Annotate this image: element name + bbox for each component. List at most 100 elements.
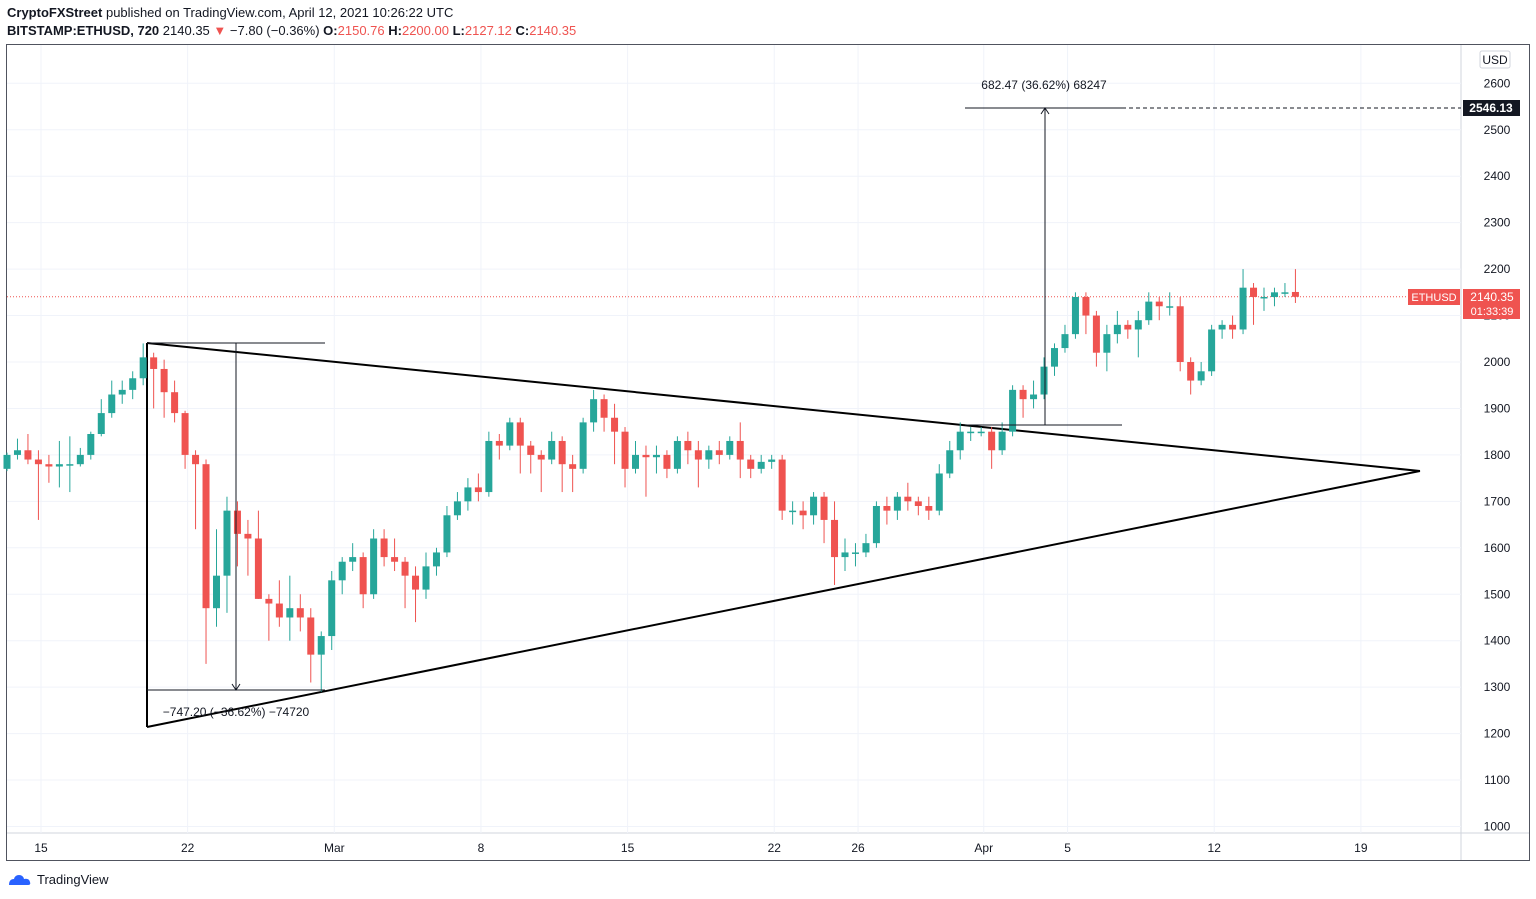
symbol-label[interactable]: BITSTAMP:ETHUSD, 720 bbox=[7, 23, 160, 38]
candle bbox=[474, 473, 482, 502]
candle bbox=[1166, 292, 1174, 316]
candle bbox=[1281, 283, 1289, 297]
candle-body bbox=[967, 431, 975, 434]
candle bbox=[432, 547, 440, 576]
candle-body bbox=[317, 636, 325, 655]
candle bbox=[548, 431, 556, 465]
candle bbox=[233, 501, 241, 567]
candle bbox=[160, 359, 168, 418]
chart-frame[interactable] bbox=[6, 44, 1530, 861]
candle bbox=[1260, 287, 1268, 311]
candle bbox=[181, 410, 189, 469]
candle bbox=[1208, 324, 1216, 376]
candle bbox=[1250, 283, 1258, 325]
candle bbox=[652, 445, 660, 474]
candle-body bbox=[432, 552, 440, 567]
candle bbox=[3, 452, 11, 472]
candle bbox=[76, 447, 84, 467]
candle-body bbox=[956, 431, 964, 451]
candle-body bbox=[349, 557, 357, 562]
price-tick-label: 1100 bbox=[1484, 773, 1510, 787]
time-tick-label: 15 bbox=[621, 841, 635, 855]
candle bbox=[673, 436, 681, 474]
candle bbox=[1134, 310, 1142, 358]
candle bbox=[726, 436, 734, 460]
low-value: 2127.12 bbox=[464, 23, 512, 38]
candle-body bbox=[171, 392, 179, 414]
price-tick-label: 2400 bbox=[1484, 169, 1511, 183]
candle bbox=[55, 440, 63, 488]
candle bbox=[307, 608, 315, 683]
candle-body bbox=[1208, 329, 1216, 372]
candle bbox=[1218, 320, 1226, 339]
candle-body bbox=[13, 450, 21, 455]
candle bbox=[1051, 343, 1058, 376]
candle bbox=[506, 417, 514, 451]
close-label: C: bbox=[515, 23, 530, 38]
candle-body bbox=[684, 440, 692, 451]
candle-body bbox=[1218, 324, 1226, 330]
candle bbox=[443, 505, 451, 558]
candle bbox=[935, 464, 943, 516]
symbol-badge: ETHUSD bbox=[1408, 289, 1460, 305]
candle-body bbox=[76, 454, 84, 465]
candle-body bbox=[139, 357, 147, 379]
candles bbox=[3, 269, 1299, 692]
candle-body bbox=[1009, 389, 1017, 432]
candle-body bbox=[45, 464, 53, 467]
brand-label[interactable]: TradingView bbox=[37, 872, 109, 887]
price-tick-label: 1200 bbox=[1484, 727, 1511, 741]
candle-body bbox=[1166, 306, 1174, 308]
candle bbox=[45, 454, 53, 483]
candle bbox=[684, 431, 692, 465]
candle-body bbox=[443, 515, 451, 553]
down-arrow-icon: ▼ bbox=[213, 23, 227, 38]
candle-body bbox=[1051, 348, 1058, 367]
candle bbox=[275, 580, 283, 627]
candle-body bbox=[925, 505, 933, 511]
candle bbox=[694, 440, 702, 488]
candle-body bbox=[485, 440, 493, 493]
time-tick-label: 22 bbox=[181, 841, 195, 855]
candle-body bbox=[914, 501, 922, 506]
candle-body bbox=[998, 431, 1006, 451]
candle bbox=[988, 427, 996, 469]
candle bbox=[789, 501, 797, 525]
high-value: 2200.00 bbox=[401, 23, 449, 38]
time-tick-label: 22 bbox=[768, 841, 782, 855]
candle-body bbox=[893, 496, 901, 511]
candle bbox=[579, 417, 587, 474]
candle bbox=[1082, 292, 1090, 335]
candle bbox=[13, 438, 21, 460]
candle-body bbox=[694, 450, 702, 460]
candle bbox=[1092, 310, 1100, 367]
candle bbox=[1071, 292, 1079, 339]
price-tick-label: 2600 bbox=[1484, 76, 1511, 90]
candle bbox=[904, 482, 912, 511]
candle bbox=[537, 450, 545, 493]
candle bbox=[1009, 385, 1017, 437]
candle-body bbox=[3, 454, 11, 469]
measure-tools: 682.47 (36.62%) 68247 −747.20 (−36.62%) −… bbox=[147, 78, 1461, 719]
candle-body bbox=[831, 519, 839, 558]
candle bbox=[391, 538, 399, 572]
price-tick-label: 1400 bbox=[1484, 634, 1511, 648]
candle bbox=[569, 454, 577, 493]
candle-body bbox=[1071, 296, 1079, 335]
candle-body bbox=[359, 557, 367, 595]
currency-badge-box bbox=[1479, 50, 1511, 69]
time-axis: 15 22 Mar 8 15 22 26 Apr 5 12 19 bbox=[34, 841, 1368, 855]
candle bbox=[1061, 324, 1069, 353]
candle-body bbox=[1270, 292, 1278, 297]
target-price-box bbox=[1463, 100, 1520, 116]
author-name[interactable]: CryptoFXStreet bbox=[7, 5, 103, 20]
footer: TradingView bbox=[7, 872, 109, 887]
lower-trendline bbox=[146, 470, 1421, 728]
candle bbox=[150, 352, 158, 409]
candle bbox=[516, 417, 524, 474]
candle-body bbox=[935, 473, 943, 511]
candle-body bbox=[1061, 334, 1069, 349]
candle-body bbox=[1239, 287, 1247, 330]
candle-body bbox=[516, 422, 524, 446]
